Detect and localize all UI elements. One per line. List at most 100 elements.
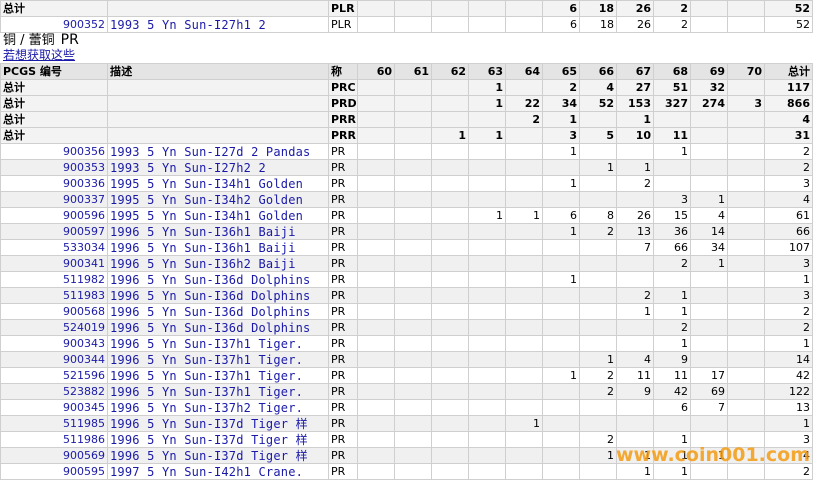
table-cell (727, 16, 765, 33)
table-cell: 1996 5 Yn Sun-I36d Dolphins (107, 271, 329, 288)
table-cell: 4 (764, 191, 813, 208)
table-row: 900343 1996 5 Yn Sun-I37h1 Tiger. PR 1 1 (0, 335, 813, 352)
table-cell (579, 319, 617, 336)
table-cell (579, 463, 617, 480)
table-cell (579, 399, 617, 416)
table-cell[interactable]: 900343 (0, 335, 108, 352)
table-cell[interactable]: 900345 (0, 399, 108, 416)
table-cell: 10 (616, 127, 654, 144)
table-cell: 1 (468, 127, 506, 144)
watermark: www.coin001.com (616, 444, 811, 466)
table-cell[interactable]: 900596 (0, 207, 108, 224)
table-cell (727, 239, 765, 256)
table-row: 521596 1996 5 Yn Sun-I37h1 Tiger. PR 1 2 11 11… (0, 367, 813, 384)
table-cell[interactable]: 900341 (0, 255, 108, 272)
table-cell (616, 143, 654, 160)
table-cell: 9 (653, 351, 691, 368)
table-cell (431, 287, 469, 304)
table-cell (357, 335, 395, 352)
table-cell (394, 159, 432, 176)
table-cell (357, 351, 395, 368)
table-cell: 62 (431, 63, 469, 80)
table-cell: 69 (690, 63, 728, 80)
table-cell (468, 335, 506, 352)
table-cell: 1996 5 Yn Sun-I36d Dolphins (107, 303, 329, 320)
table-cell[interactable]: 900356 (0, 143, 108, 160)
table-cell (653, 159, 691, 176)
table-cell (431, 463, 469, 480)
table-cell: 1 (505, 207, 543, 224)
table-cell (690, 271, 728, 288)
table-cell[interactable]: 524019 (0, 319, 108, 336)
table-cell: 274 (690, 95, 728, 112)
table-cell: 3 (764, 255, 813, 272)
table-cell: PR (328, 463, 358, 480)
section-link[interactable]: 若想获取这些 (3, 48, 76, 62)
table-cell (394, 79, 432, 96)
table-cell[interactable]: 900344 (0, 351, 108, 368)
table-cell (653, 271, 691, 288)
top-table: 总计 PLR 6 18 26 2 52 900352 1993 5 Yn Sun-I27h1 2… (0, 0, 813, 33)
table-cell[interactable]: 900352 (0, 16, 108, 33)
table-cell[interactable]: 533034 (0, 239, 108, 256)
table-cell: 107 (764, 239, 813, 256)
table-cell (431, 223, 469, 240)
table-cell (579, 255, 617, 272)
table-cell: 1993 5 Yn Sun-I27h1 2 (107, 16, 329, 33)
table-cell (542, 383, 580, 400)
table-cell (690, 143, 728, 160)
table-row: 900595 1997 5 Yn Sun-I42h1 Crane. PR 1 1 2 (0, 463, 813, 480)
table-cell (357, 415, 395, 432)
table-cell (357, 383, 395, 400)
table-cell: 称 (328, 63, 358, 80)
section-grade: PR (60, 32, 79, 48)
table-cell[interactable]: 900569 (0, 447, 108, 464)
table-cell[interactable]: 900597 (0, 223, 108, 240)
table-cell (505, 335, 543, 352)
table-cell (357, 207, 395, 224)
table-cell[interactable]: 523882 (0, 383, 108, 400)
table-cell: PR (328, 287, 358, 304)
table-cell (616, 335, 654, 352)
table-cell (357, 319, 395, 336)
table-cell: 2 (653, 319, 691, 336)
table-cell[interactable]: 511982 (0, 271, 108, 288)
table-cell (690, 175, 728, 192)
table-cell (579, 415, 617, 432)
table-cell (505, 351, 543, 368)
table-cell: 60 (357, 63, 395, 80)
table-cell[interactable]: 900353 (0, 159, 108, 176)
table-cell: 1996 5 Yn Sun-I37h1 Tiger. (107, 351, 329, 368)
table-cell: 1996 5 Yn Sun-I37h1 Tiger. (107, 367, 329, 384)
table-cell (542, 351, 580, 368)
table-cell: 63 (468, 63, 506, 80)
table-cell[interactable]: 521596 (0, 367, 108, 384)
table-cell (107, 0, 329, 17)
table-cell[interactable]: 900337 (0, 191, 108, 208)
table-cell (542, 159, 580, 176)
table-cell[interactable]: 900595 (0, 463, 108, 480)
table-cell[interactable]: 511985 (0, 415, 108, 432)
table-cell (690, 415, 728, 432)
table-cell: 11 (616, 367, 654, 384)
table-cell (616, 415, 654, 432)
table-cell: 2 (653, 16, 691, 33)
table-cell[interactable]: 900568 (0, 303, 108, 320)
table-cell (579, 175, 617, 192)
table-cell: 1996 5 Yn Sun-I37d Tiger 样 (107, 415, 329, 432)
table-cell[interactable]: 511986 (0, 431, 108, 448)
table-row: 900337 1995 5 Yn Sun-I34h2 Golden PR 3 1 4 (0, 191, 813, 208)
table-cell: 3 (727, 95, 765, 112)
table-cell: 2 (764, 319, 813, 336)
table-cell[interactable]: 511983 (0, 287, 108, 304)
table-row: 总计 PLR 6 18 26 2 52 (0, 0, 813, 17)
table-cell: 7 (690, 399, 728, 416)
table-cell (727, 0, 765, 17)
table-cell: 2 (616, 287, 654, 304)
table-cell[interactable]: 900336 (0, 175, 108, 192)
table-cell (468, 16, 506, 33)
table-cell: 1 (542, 143, 580, 160)
table-cell (357, 463, 395, 480)
table-cell (616, 255, 654, 272)
table-row: 900596 1995 5 Yn Sun-I34h1 Golden PR 1 1 6 8 26… (0, 207, 813, 224)
